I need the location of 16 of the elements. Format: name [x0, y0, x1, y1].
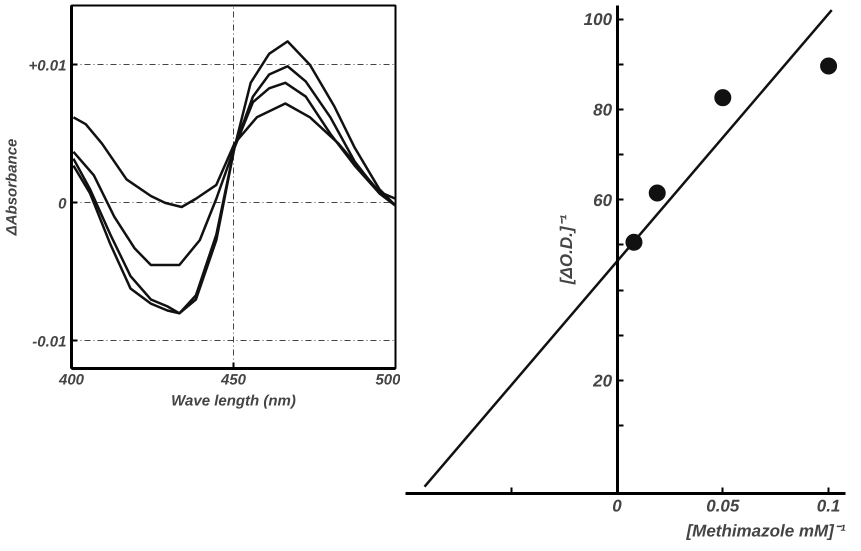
y-axis-title: ΔAbsorbance — [4, 138, 21, 236]
y-axis-title: [ΔO.D.]⁻¹ — [557, 214, 576, 286]
y-tick-label: -0.01 — [32, 333, 67, 350]
x-axis-title: Wave length (nm) — [171, 392, 296, 410]
x-axis-title: [Methimazole mM]⁻¹ — [686, 522, 846, 540]
x-tick-label: 500 — [375, 372, 402, 388]
y-tick-label: 0 — [58, 195, 68, 212]
y-tick-label: +0.01 — [28, 57, 67, 74]
y-tick-label: 60 — [593, 190, 613, 210]
x-tick-label: 0.1 — [816, 496, 840, 516]
x-tick-label: 450 — [220, 372, 247, 388]
y-tick-label: 80 — [593, 100, 613, 120]
x-tick-label: 400 — [58, 372, 85, 388]
y-tick-label: 20 — [592, 372, 613, 391]
y-tick-label: 100 — [584, 10, 613, 30]
x-tick-label: 0.05 — [706, 496, 740, 516]
